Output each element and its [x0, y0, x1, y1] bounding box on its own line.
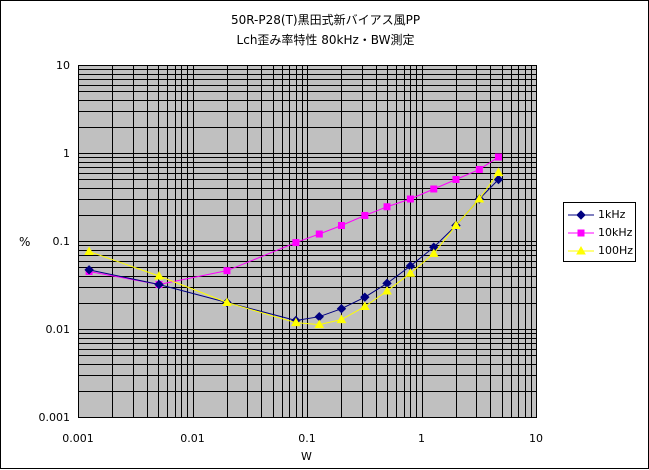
- data-point: [493, 167, 504, 177]
- data-point: [451, 220, 461, 230]
- legend-item: 1kHz: [568, 207, 634, 223]
- legend-marker: [576, 246, 586, 255]
- data-point: [452, 175, 460, 183]
- legend: 1kHz 10kHz 100Hz: [563, 202, 636, 262]
- legend-item: 100Hz: [568, 243, 634, 259]
- data-point: [430, 185, 438, 193]
- x-axis-label: W: [301, 450, 312, 463]
- x-tick-label: 0.001: [62, 432, 94, 445]
- data-point: [222, 297, 232, 307]
- plot-border: [78, 65, 537, 418]
- legend-marker: [577, 229, 585, 237]
- legend-swatch: [568, 210, 594, 220]
- data-point: [475, 165, 483, 173]
- y-tick-label: 10: [56, 59, 70, 72]
- legend-marker: [576, 210, 586, 220]
- data-point: [336, 314, 347, 324]
- legend-label: 1kHz: [598, 208, 626, 221]
- data-point: [314, 319, 325, 329]
- y-tick-label: 0.1: [53, 235, 71, 248]
- data-point: [223, 267, 231, 275]
- chart-subtitle: Lch歪み率特性 80kHz・BW測定: [236, 33, 415, 47]
- data-point: [493, 174, 504, 185]
- data-point: [84, 265, 94, 275]
- legend-label: 10kHz: [598, 226, 633, 239]
- data-point: [337, 222, 345, 230]
- data-point: [336, 304, 347, 314]
- x-tick-label: 1: [418, 432, 425, 445]
- data-point: [84, 246, 94, 255]
- data-point: [154, 271, 164, 280]
- data-point: [428, 248, 439, 258]
- legend-item: 10kHz: [568, 225, 634, 241]
- y-tick-label: 1: [63, 147, 70, 160]
- legend-swatch: [568, 229, 594, 237]
- data-point: [360, 292, 370, 302]
- chart-title: 50R-P28(T)黒田式新バイアス風PP: [230, 13, 421, 27]
- data-point: [474, 194, 485, 203]
- series-100hz: [84, 167, 504, 329]
- x-tick-label: 0.01: [180, 432, 205, 445]
- legend-label: 100Hz: [598, 244, 634, 257]
- data-point: [406, 195, 414, 203]
- data-point: [405, 268, 416, 277]
- data-point: [292, 239, 300, 247]
- data-point: [383, 203, 391, 211]
- x-tick-label: 0.1: [298, 432, 316, 445]
- data-point: [361, 211, 369, 219]
- data-point: [315, 230, 323, 238]
- y-axis-label: %: [19, 235, 31, 249]
- data-point: [382, 286, 392, 295]
- data-point: [359, 301, 370, 311]
- data-point: [154, 279, 164, 290]
- y-tick-label: 0.001: [39, 411, 71, 424]
- x-tick-label: 10: [529, 432, 543, 445]
- y-tick-label: 0.01: [46, 323, 71, 336]
- legend-swatch: [568, 246, 594, 255]
- data-point: [494, 153, 502, 161]
- data-point: [291, 317, 301, 327]
